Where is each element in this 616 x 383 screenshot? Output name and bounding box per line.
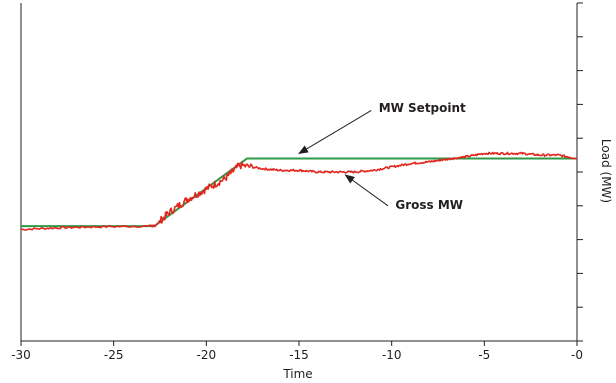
annotation-arrow-gross (344, 174, 389, 207)
y-axis-title: Load (MW) (599, 139, 613, 203)
x-tick-label: -5 (478, 348, 490, 362)
x-tick-label: -15 (289, 348, 309, 362)
x-tick-label: -30 (11, 348, 31, 362)
series-line-gross-mw (20, 151, 578, 231)
x-axis-title: Time (282, 367, 312, 381)
series-layer (20, 151, 578, 231)
annotation-label-gross: Gross MW (395, 198, 463, 212)
annotation-label-setpoint: MW Setpoint (379, 101, 466, 115)
annotation-arrow-setpoint (298, 110, 372, 154)
x-tick-label: -0 (571, 348, 583, 362)
x-tick-label: -10 (382, 348, 402, 362)
x-tick-label: -25 (104, 348, 124, 362)
y-axis-ticks (577, 2, 583, 342)
plot-frame (20, 3, 578, 342)
x-axis-ticks: -30 -25 -20 -15 -10 -5 -0 (11, 341, 583, 362)
annotation-layer: MW Setpoint Gross MW (298, 101, 466, 212)
x-tick-label: -20 (197, 348, 217, 362)
series-line-mw-setpoint (21, 157, 577, 228)
